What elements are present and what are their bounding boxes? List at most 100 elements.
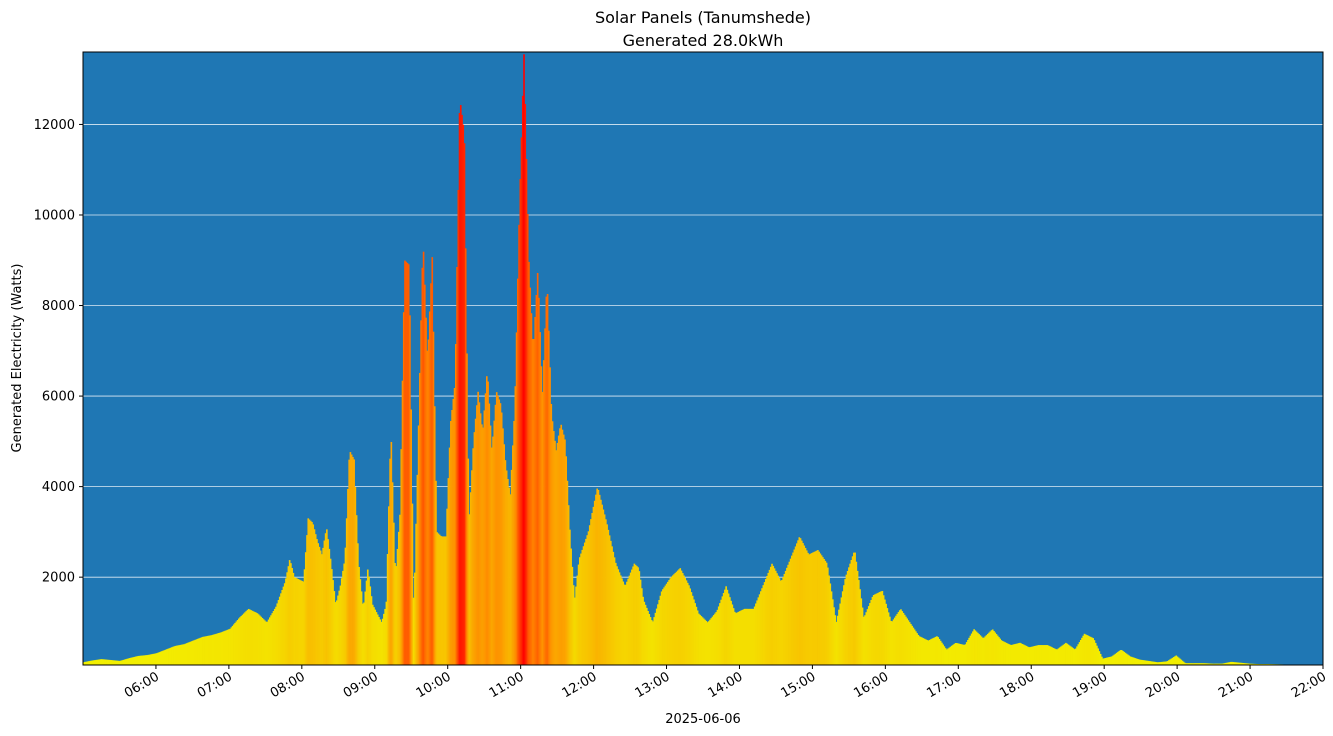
- generation-bar: [224, 630, 226, 665]
- generation-bar: [288, 560, 291, 665]
- generation-bar: [430, 283, 432, 665]
- generation-bar: [912, 627, 915, 665]
- generation-bar: [275, 606, 277, 665]
- generation-bar: [1125, 653, 1128, 665]
- generation-bar: [941, 642, 943, 665]
- generation-bar: [1251, 663, 1253, 665]
- generation-bar: [791, 555, 793, 665]
- generation-bar: [391, 482, 394, 665]
- generation-bar: [456, 266, 458, 665]
- generation-bar: [846, 570, 849, 665]
- generation-bar: [322, 547, 324, 665]
- generation-bar: [394, 562, 396, 665]
- generation-bar: [1221, 663, 1223, 665]
- generation-bar: [1045, 645, 1047, 665]
- generation-bar: [534, 316, 536, 665]
- generation-bar: [916, 633, 918, 665]
- generation-bar: [156, 653, 158, 665]
- generation-bar: [167, 648, 169, 665]
- generation-bar: [1208, 663, 1211, 665]
- generation-bar: [503, 444, 505, 665]
- generation-bar: [100, 659, 102, 665]
- generation-bar: [575, 586, 577, 665]
- generation-bar: [949, 646, 952, 665]
- generation-bar: [1021, 644, 1024, 665]
- generation-bar: [183, 644, 186, 665]
- generation-bar: [748, 608, 751, 665]
- generation-bar: [939, 640, 942, 665]
- generation-bar: [531, 338, 534, 665]
- generation-bar: [569, 529, 571, 665]
- generation-bar: [738, 611, 741, 665]
- generation-bar: [743, 608, 746, 665]
- generation-bar: [395, 566, 398, 665]
- generation-bar: [988, 632, 990, 665]
- generation-bar: [179, 644, 182, 665]
- generation-bar: [233, 624, 235, 665]
- generation-bar: [1160, 661, 1163, 665]
- generation-bar: [761, 588, 763, 665]
- generation-bar: [300, 580, 302, 665]
- generation-bar: [523, 54, 525, 666]
- generation-bar: [280, 593, 282, 665]
- generation-bar: [774, 570, 777, 665]
- generation-bar: [1138, 659, 1140, 665]
- generation-bar: [463, 143, 466, 666]
- generation-bar: [829, 583, 832, 665]
- generation-bar: [1203, 663, 1206, 665]
- generation-bar: [658, 600, 660, 665]
- generation-bar: [814, 551, 817, 665]
- generation-bar: [957, 643, 959, 665]
- generation-bar: [731, 604, 734, 665]
- generation-bar: [1031, 646, 1034, 665]
- generation-bar: [184, 643, 187, 665]
- bars: [83, 54, 1324, 666]
- generation-bar: [1017, 643, 1020, 665]
- generation-bar: [995, 634, 998, 665]
- generation-bar: [472, 448, 474, 665]
- generation-bar: [255, 612, 257, 665]
- generation-bar: [1239, 662, 1242, 665]
- generation-bar: [533, 338, 535, 665]
- generation-bar: [859, 589, 861, 665]
- generation-bar: [374, 609, 377, 665]
- generation-bar: [1149, 661, 1152, 665]
- generation-bar: [469, 492, 472, 665]
- generation-bar: [855, 561, 858, 665]
- generation-bar: [1129, 656, 1132, 665]
- generation-bar: [918, 636, 921, 665]
- generation-bar: [1256, 663, 1258, 665]
- generation-bar: [831, 599, 834, 665]
- y-axis-label: Generated Electricity (Watts): [10, 264, 25, 453]
- generation-bar: [438, 534, 441, 665]
- generation-bar: [1137, 658, 1139, 665]
- generation-bar: [151, 654, 153, 665]
- generation-bar: [815, 550, 818, 665]
- generation-bar: [135, 656, 137, 665]
- generation-bar: [715, 612, 718, 665]
- generation-bar: [641, 588, 643, 665]
- generation-bar: [417, 425, 420, 665]
- generation-bar: [1194, 663, 1196, 665]
- generation-bar: [101, 659, 104, 665]
- generation-bar: [1132, 657, 1134, 665]
- generation-bar: [819, 553, 822, 665]
- generation-bar: [953, 643, 956, 665]
- generation-bar: [499, 403, 502, 665]
- generation-bar: [676, 570, 679, 665]
- generation-bar: [1094, 642, 1097, 665]
- generation-bar: [478, 402, 481, 665]
- generation-bar: [962, 644, 964, 665]
- generation-bar: [996, 635, 999, 665]
- generation-bar: [1057, 648, 1060, 665]
- generation-bar: [297, 579, 300, 665]
- generation-bar: [720, 599, 722, 665]
- generation-bar: [302, 581, 305, 665]
- generation-bar: [194, 639, 197, 665]
- generation-bar: [627, 578, 629, 665]
- generation-bar: [126, 658, 129, 665]
- generation-bar: [539, 332, 541, 665]
- generation-bar: [998, 637, 1000, 665]
- generation-bar: [1254, 663, 1257, 665]
